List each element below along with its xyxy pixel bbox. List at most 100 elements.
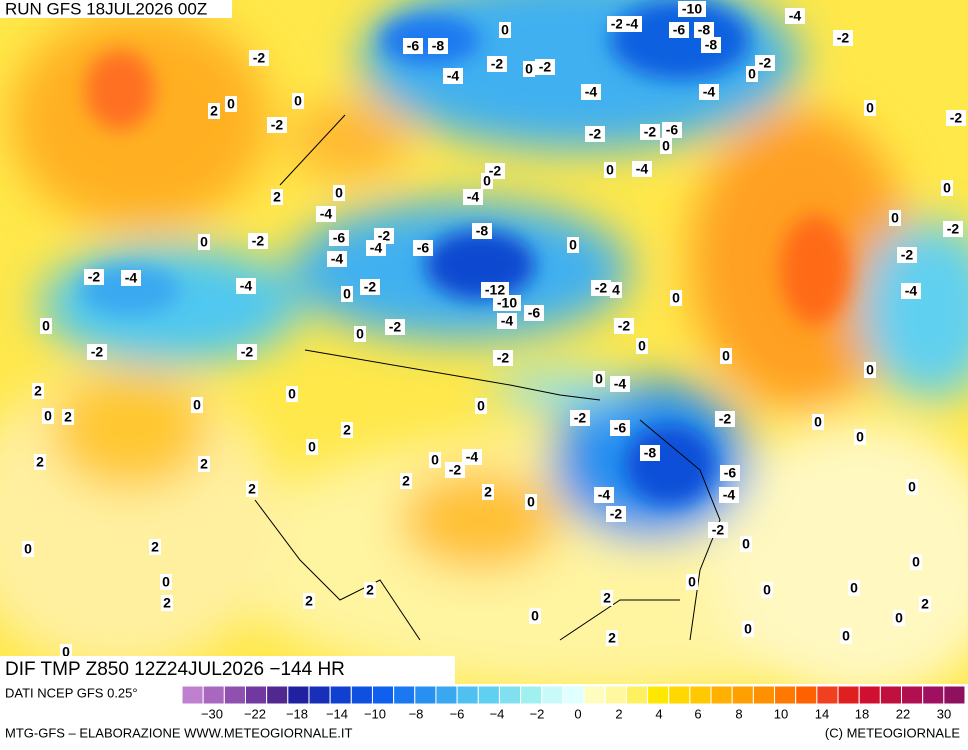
contour-label-box: [443, 68, 463, 84]
contour-label-box: [286, 386, 298, 402]
contour-label-box: [740, 536, 752, 552]
colorbar-label: −14: [326, 706, 348, 721]
contour-label-box: [946, 110, 966, 126]
contour-label: -2: [611, 16, 624, 32]
contour-label: -4: [125, 270, 138, 286]
colorbar-label: 30: [937, 706, 951, 721]
contour-label-box: [591, 280, 611, 296]
contour-label: -2: [610, 506, 623, 522]
contour-label-box: [236, 278, 256, 294]
contour-label-box: [306, 439, 318, 455]
contour-label: 0: [200, 234, 208, 250]
contour-label: 0: [672, 290, 680, 306]
contour-label: 2: [921, 596, 929, 612]
contour-label: 0: [742, 536, 750, 552]
contour-label: 0: [24, 541, 32, 557]
contour-label-box: [715, 411, 735, 427]
contour-label: 2: [64, 409, 72, 425]
colorbar-label: −18: [286, 706, 308, 721]
contour-label: 2: [343, 422, 351, 438]
contour-label: 2: [484, 484, 492, 500]
colorbar-label: −4: [490, 706, 505, 721]
contour-label: -2: [712, 522, 725, 538]
contour-label: 0: [162, 574, 170, 590]
contour-label-box: [720, 348, 732, 364]
contour-label: -4: [501, 313, 514, 329]
colorbar-swatch: [816, 685, 839, 705]
colorbar-label: 0: [574, 706, 581, 721]
contour-label-box: [632, 161, 652, 177]
contour-label-box: [429, 452, 441, 468]
contour-label-box: [208, 103, 220, 119]
contour-label: -2: [947, 221, 960, 237]
contour-label-box: [610, 282, 622, 298]
contour-label: 0: [42, 318, 50, 334]
contour-label-box: [640, 124, 660, 140]
run-box: [0, 0, 232, 18]
colorbar-swatch: [520, 685, 543, 705]
contour-label: 0: [62, 644, 70, 660]
contour-label: 0: [288, 386, 296, 402]
contour-label: -2: [88, 269, 101, 285]
contour-label-box: [472, 223, 492, 239]
contour-label: 2: [151, 539, 159, 555]
contour-label-box: [360, 279, 380, 295]
contour-label-box: [720, 465, 740, 481]
contour-label: -2: [589, 126, 602, 142]
contour-label: -2: [271, 117, 284, 133]
contour-label-box: [246, 481, 258, 497]
contour-label-box: [400, 473, 412, 489]
contour-label-box: [585, 126, 605, 142]
colorbar-swatch: [668, 685, 691, 705]
contour-label: 0: [842, 628, 850, 644]
contour-label-box: [614, 318, 634, 334]
contour-label-box: [42, 408, 54, 424]
contour-label: -4: [467, 189, 480, 205]
colorbar-swatch: [647, 685, 670, 705]
colorbar-label: −8: [409, 706, 424, 721]
contour-label-box: [267, 117, 287, 133]
contour-label-box: [943, 221, 963, 237]
contour-label-box: [601, 590, 613, 606]
contour-label-box: [833, 30, 853, 46]
colorbar-swatch: [287, 685, 310, 705]
contour-label-box: [662, 122, 682, 138]
contour-label: -2: [91, 344, 104, 360]
contour-label-box: [364, 582, 376, 598]
contour-label: 2: [210, 103, 218, 119]
contour-label: 0: [569, 237, 577, 253]
colorbar-swatch: [752, 685, 776, 705]
contour-label: -2: [491, 56, 504, 72]
contour-label-box: [864, 362, 876, 378]
contour-label-box: [719, 487, 739, 503]
contour-label: -4: [331, 251, 344, 267]
contour-label: 2: [200, 456, 208, 472]
contour-label: -4: [240, 278, 253, 294]
contour-label: 0: [722, 348, 730, 364]
colorbar-label: −2: [530, 706, 545, 721]
contour-label-box: [529, 608, 541, 624]
contour-label-box: [87, 344, 107, 360]
contour-label: -2: [364, 279, 377, 295]
colorbar-label: 6: [694, 706, 701, 721]
contour-label-box: [366, 240, 386, 256]
colorbar-swatch: [456, 685, 479, 705]
colorbar-swatch: [943, 685, 966, 705]
colorbar-swatch: [244, 685, 268, 705]
contour-label: -8: [698, 22, 711, 38]
contour-label: -4: [370, 240, 383, 256]
contour-label: -2: [241, 344, 254, 360]
contour-label: 2: [402, 473, 410, 489]
contour-label-box: [919, 596, 931, 612]
contour-label: -2: [950, 110, 963, 126]
colorbar-label: 18: [855, 706, 869, 721]
colorbar-swatch: [202, 685, 225, 705]
contour-label: -4: [789, 8, 802, 24]
contour-label: 0: [856, 429, 864, 445]
colorbar-label: −22: [244, 706, 266, 721]
contour-label: -4: [447, 68, 460, 84]
contour-label-box: [481, 282, 509, 298]
contour-label: -2: [595, 280, 608, 296]
colorbar-swatch: [223, 685, 246, 705]
contour-label: 2: [248, 481, 256, 497]
